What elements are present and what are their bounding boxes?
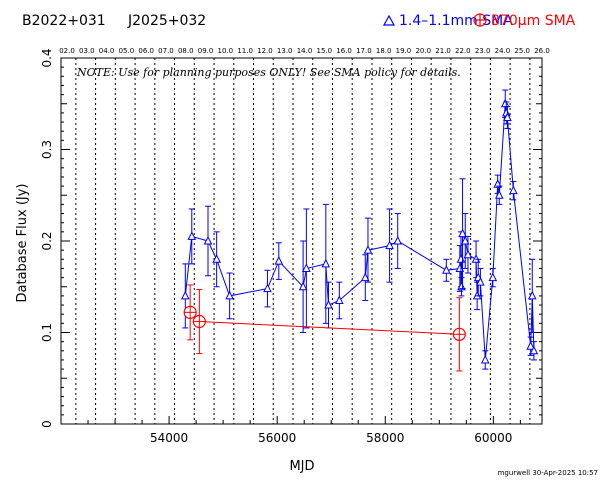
y-tick-label: 0.4 — [40, 48, 54, 67]
data-point — [187, 231, 197, 240]
top-axis-label: 07.0 — [158, 47, 174, 55]
y-tick-label: 0.2 — [40, 231, 54, 250]
data-point — [460, 235, 470, 245]
year-gridlines — [75, 58, 531, 424]
data-point — [302, 263, 311, 272]
data-point — [463, 249, 473, 259]
series-1mm — [180, 89, 539, 370]
top-axis-label: 03.0 — [79, 47, 95, 55]
top-axis-label: 13.0 — [277, 47, 293, 55]
top-axis-label: 21.0 — [435, 47, 451, 55]
data-point — [480, 354, 490, 364]
legend-triangle-icon — [382, 14, 396, 26]
data-point — [335, 295, 344, 304]
data-point — [203, 235, 213, 245]
y-tick-label: 0.3 — [40, 140, 54, 159]
top-axis-label: 14.0 — [297, 47, 313, 55]
data-point — [493, 179, 502, 188]
top-axis-label: 16.0 — [336, 47, 352, 55]
top-axis-year-labels: 02.0 03.0 04.0 05.0 06.0 07.0 08.0 09.0 10.0 11.0… — [59, 47, 550, 55]
top-axis-label: 26.0 — [534, 47, 550, 55]
data-point — [455, 263, 465, 272]
footer-stamp: mgurwell 30-Apr-2025 10:57 — [498, 469, 598, 477]
top-axis-label: 17.0 — [356, 47, 372, 55]
data-point — [324, 299, 333, 309]
top-axis-label: 02.0 — [59, 47, 75, 55]
data-point — [274, 256, 284, 265]
source-name-secondary: J2025+032 — [127, 13, 206, 29]
y-axis-ticks: 0 0.1 0.2 0.3 0.4 — [40, 48, 542, 428]
series-layer — [180, 89, 539, 372]
data-point — [363, 245, 373, 254]
top-axis-label: 04.0 — [99, 47, 115, 55]
data-point — [494, 190, 504, 199]
top-axis-label: 24.0 — [495, 47, 511, 55]
data-point — [488, 272, 498, 282]
top-axis-label: 19.0 — [396, 47, 412, 55]
planning-note: NOTE: Use for planning purposes ONLY! Se… — [76, 66, 461, 79]
top-axis-label: 12.0 — [257, 47, 273, 55]
x-axis-ticks: 54000 56000 58000 60000 — [60, 416, 521, 445]
data-point — [360, 272, 370, 282]
x-axis-label: MJD — [289, 459, 314, 474]
top-axis-label: 23.0 — [475, 47, 491, 55]
data-point — [298, 281, 308, 291]
top-axis-label: 10.0 — [218, 47, 234, 55]
data-point — [476, 277, 485, 286]
top-axis-label: 25.0 — [514, 47, 530, 55]
data-point — [503, 112, 512, 121]
y-tick-label: 0.1 — [40, 323, 54, 342]
data-point — [263, 283, 272, 293]
x-tick-label: 60000 — [474, 431, 512, 445]
top-axis-label: 06.0 — [138, 47, 154, 55]
data-point — [509, 185, 518, 195]
legend-label-870um: 870µm SMA — [491, 13, 576, 29]
data-point — [529, 345, 539, 355]
top-axis-label: 05.0 — [119, 47, 135, 55]
data-point — [212, 254, 221, 263]
series-870um — [183, 284, 466, 372]
y-axis-label: Database Flux (Jy) — [15, 184, 30, 303]
data-point — [321, 258, 331, 268]
top-axis-label: 15.0 — [316, 47, 332, 55]
x-tick-label: 56000 — [258, 431, 296, 445]
top-axis-label: 08.0 — [178, 47, 194, 55]
top-axis-label: 18.0 — [376, 47, 392, 55]
data-point — [458, 228, 467, 238]
data-point — [457, 281, 466, 291]
y-tick-label: 0 — [40, 420, 54, 428]
legend-circle-plus-icon — [473, 13, 487, 27]
top-axis-label: 22.0 — [455, 47, 471, 55]
x-tick-label: 58000 — [366, 431, 404, 445]
data-point — [526, 341, 535, 350]
x-tick-label: 54000 — [150, 431, 188, 445]
top-axis-label: 09.0 — [198, 47, 214, 55]
legend: 1.4–1.1mm SMA 870µm SMA — [382, 13, 576, 29]
top-axis-label: 11.0 — [237, 47, 253, 55]
data-point — [225, 290, 234, 300]
data-point — [385, 240, 394, 250]
source-name-primary: B2022+031 — [22, 13, 106, 29]
data-point — [180, 290, 190, 300]
top-axis-label: 20.0 — [415, 47, 431, 55]
data-point — [527, 290, 537, 300]
data-point — [393, 235, 403, 245]
data-point — [442, 265, 451, 274]
